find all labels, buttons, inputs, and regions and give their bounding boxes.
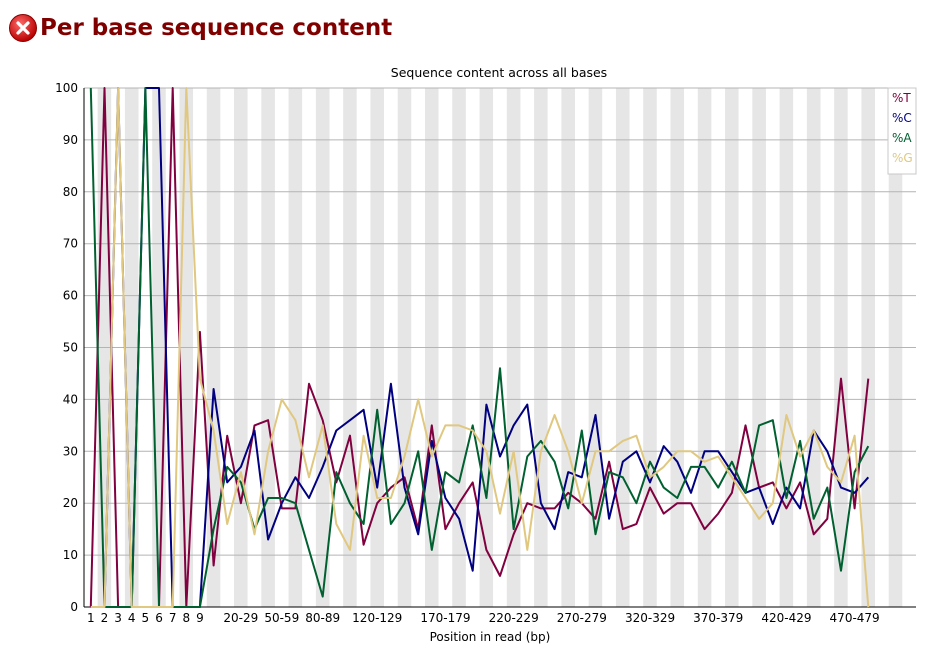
x-tick-label: 2 xyxy=(101,611,109,625)
x-tick-label: 170-179 xyxy=(420,611,470,625)
x-tick-label: 9 xyxy=(196,611,204,625)
x-tick-label: 6 xyxy=(155,611,163,625)
series-line-pct-g xyxy=(90,87,870,608)
y-tick-label: 40 xyxy=(63,392,78,406)
report-header: Per base sequence content xyxy=(8,8,392,48)
x-tick-label: 420-429 xyxy=(761,611,811,625)
page-title: Per base sequence content xyxy=(40,15,393,41)
y-tick-labels: 0 10 20 30 40 50 60 70 80 90 100 xyxy=(55,81,78,614)
legend-entry: %T xyxy=(892,91,911,105)
y-tick-label: 50 xyxy=(63,341,78,355)
x-tick-label: 8 xyxy=(182,611,190,625)
y-tick-label: 20 xyxy=(63,496,78,510)
x-tick-labels: 1 2 3 4 5 6 7 8 9 20-29 50-59 80-89 120-129 170-179 22… xyxy=(87,611,880,625)
chart-grid xyxy=(84,87,916,608)
y-tick-label: 0 xyxy=(70,600,78,614)
chart-title: Sequence content across all bases xyxy=(391,65,607,80)
legend-box xyxy=(887,87,917,175)
x-tick-label: 20-29 xyxy=(223,611,258,625)
x-tick-label: 220-229 xyxy=(489,611,539,625)
x-tick-label: 7 xyxy=(169,611,177,625)
x-axis-label: Position in read (bp) xyxy=(430,630,551,644)
y-tick-label: 100 xyxy=(55,81,78,95)
x-tick-label: 470-479 xyxy=(830,611,880,625)
x-tick-label: 5 xyxy=(142,611,150,625)
series-line-pct-c xyxy=(90,87,870,608)
y-tick-label: 10 xyxy=(63,548,78,562)
x-tick-label: 270-279 xyxy=(557,611,607,625)
x-tick-label: 50-59 xyxy=(264,611,299,625)
x-tick-label: 120-129 xyxy=(352,611,402,625)
chart-legend: %T %C %A %G xyxy=(887,87,917,175)
y-tick-label: 30 xyxy=(63,444,78,458)
series-line-pct-a xyxy=(89,87,870,608)
chart-axes xyxy=(83,88,916,608)
x-tick-label: 370-379 xyxy=(693,611,743,625)
legend-entry: %G xyxy=(892,151,913,165)
x-tick-label: 4 xyxy=(128,611,136,625)
fail-icon xyxy=(9,14,37,42)
y-tick-label: 80 xyxy=(63,185,78,199)
legend-entry: %A xyxy=(892,131,912,145)
y-tick-label: 60 xyxy=(63,289,78,303)
y-tick-label: 90 xyxy=(63,133,78,147)
series-lines xyxy=(89,87,870,608)
x-tick-label: 80-89 xyxy=(305,611,340,625)
x-tick-label: 320-329 xyxy=(625,611,675,625)
x-tick-label: 1 xyxy=(87,611,95,625)
legend-entry: %C xyxy=(892,111,912,125)
x-tick-label: 3 xyxy=(114,611,122,625)
y-tick-label: 70 xyxy=(63,237,78,251)
